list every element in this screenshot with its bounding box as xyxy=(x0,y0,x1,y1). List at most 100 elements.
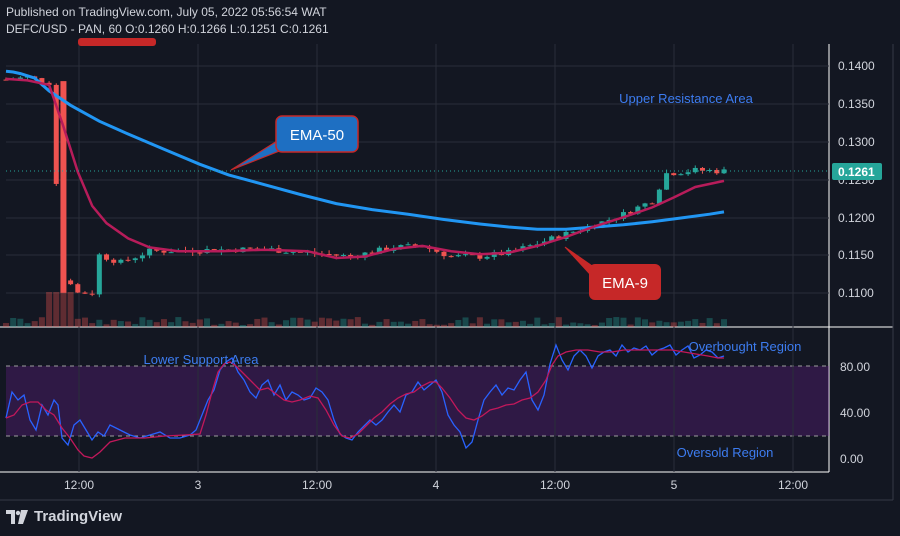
volume-bar xyxy=(283,320,290,327)
candle-body xyxy=(556,236,562,240)
candle-body xyxy=(585,226,591,231)
candle-body xyxy=(312,251,318,254)
candle-body xyxy=(269,248,275,250)
volume-bar xyxy=(311,321,318,327)
candle-body xyxy=(297,251,303,253)
candle-body xyxy=(46,82,52,85)
ema50-callout-pointer xyxy=(230,136,283,171)
osc-tick: 80.00 xyxy=(840,360,870,374)
volume-bar xyxy=(584,324,591,327)
volume-bar xyxy=(103,324,110,327)
volume-bar xyxy=(125,321,132,327)
candle-body xyxy=(240,247,246,253)
candle-body xyxy=(369,252,375,254)
volume-bar xyxy=(175,317,182,327)
volume-bar xyxy=(239,324,246,327)
volume-bar xyxy=(204,318,211,327)
candle-body xyxy=(470,254,476,256)
candle-body xyxy=(139,255,145,259)
volume-bar xyxy=(354,317,361,327)
candle-body xyxy=(577,230,583,232)
candle-body xyxy=(183,250,188,252)
volume-bar xyxy=(692,319,699,327)
candle-body xyxy=(391,248,397,251)
candle-body xyxy=(10,79,16,81)
candle-body xyxy=(125,259,131,261)
volume-bar xyxy=(362,323,368,327)
volume-bars xyxy=(3,292,727,327)
volume-bar xyxy=(3,323,9,327)
candle-body xyxy=(204,249,210,254)
candle-body xyxy=(520,246,526,251)
candle-body xyxy=(17,77,23,80)
current-price-badge xyxy=(832,163,882,180)
ema9-callout-box[interactable] xyxy=(589,264,661,300)
volume-bar xyxy=(67,292,74,327)
volume-bar xyxy=(247,324,254,327)
hidden-callout-edge xyxy=(78,38,156,46)
oscillator-axis[interactable]: 80.00 40.00 0.00 xyxy=(840,360,870,466)
price-axis[interactable]: 0.1400 0.1350 0.1300 0.1250 0.1200 0.115… xyxy=(838,59,875,300)
candle-body xyxy=(412,244,418,247)
volume-bar xyxy=(31,321,38,327)
ema50-callout-box[interactable] xyxy=(275,115,359,153)
volume-bar xyxy=(117,321,124,327)
candle-body xyxy=(384,247,390,251)
candle-body xyxy=(477,254,483,259)
time-axis[interactable]: 12:00 3 12:00 4 12:00 5 12:00 xyxy=(64,478,808,492)
candle-body xyxy=(233,249,239,253)
candle-body xyxy=(434,248,440,252)
candle-body xyxy=(254,248,260,250)
candle-body xyxy=(218,249,224,252)
grid-lines xyxy=(6,44,829,472)
price-tick: 0.1150 xyxy=(838,248,874,262)
volume-bar xyxy=(268,322,275,327)
volume-bar xyxy=(613,317,620,327)
candle-body xyxy=(60,183,66,281)
volume-bar xyxy=(649,322,656,327)
volume-bar xyxy=(89,323,96,327)
volume-bar xyxy=(634,317,641,327)
volume-bar xyxy=(469,323,476,327)
candle-body xyxy=(348,254,354,257)
volume-bar xyxy=(290,317,297,327)
candle-body xyxy=(491,252,497,257)
volume-bar xyxy=(110,319,117,327)
volume-bar xyxy=(534,317,541,327)
candle-body xyxy=(441,251,447,257)
volume-bar xyxy=(96,319,103,327)
time-tick: 4 xyxy=(433,478,440,492)
symbol-label: DEFC/USD - PAN, 60 xyxy=(6,22,122,36)
time-tick: 12:00 xyxy=(540,478,570,492)
candle-body xyxy=(405,244,411,246)
tradingview-logo[interactable]: TradingView xyxy=(6,508,122,525)
candle-body xyxy=(154,248,160,251)
volume-bar xyxy=(462,317,469,327)
volume-bar xyxy=(132,323,139,327)
candle-body xyxy=(376,247,382,254)
time-tick: 5 xyxy=(671,478,678,492)
candle-body xyxy=(678,174,684,176)
volume-bar xyxy=(721,319,727,327)
volume-bar xyxy=(340,318,347,327)
candle-body xyxy=(111,259,117,263)
volume-bar xyxy=(627,324,634,327)
volume-bar xyxy=(275,324,282,327)
candle-body xyxy=(247,247,253,249)
candle-body xyxy=(290,251,296,253)
volume-bar xyxy=(182,321,189,327)
price-tick: 0.1350 xyxy=(838,97,875,111)
oscillator-d-line xyxy=(5,349,724,459)
volume-bar xyxy=(642,319,649,327)
candle-body xyxy=(692,167,698,173)
candle-body xyxy=(563,231,569,240)
candle-body xyxy=(398,245,404,249)
volume-bar xyxy=(448,323,455,327)
volume-bar xyxy=(383,319,390,327)
volume-bar xyxy=(555,317,562,327)
volume-bar xyxy=(426,324,433,327)
volume-bar xyxy=(326,318,333,327)
upper-resistance-label: Upper Resistance Area xyxy=(619,91,753,106)
